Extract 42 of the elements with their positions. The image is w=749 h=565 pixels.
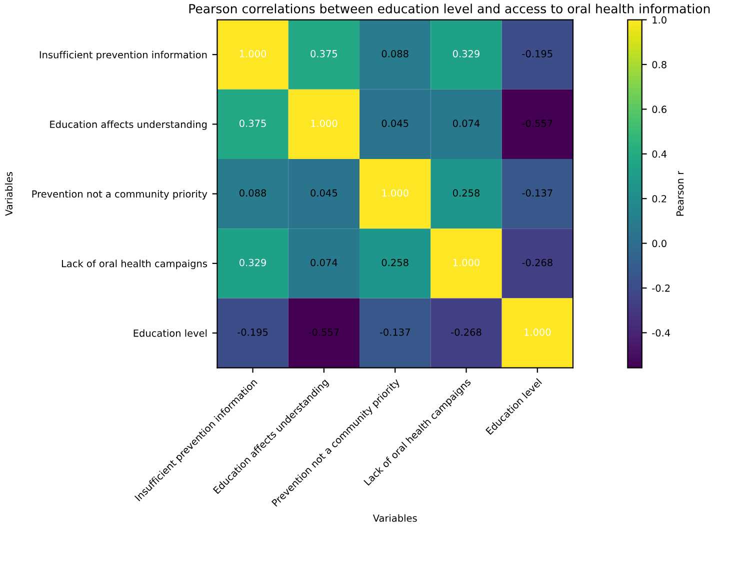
- data-label: 0.375: [240, 120, 266, 128]
- data-label: 0.074: [452, 120, 480, 128]
- color-bar-label: -0.4: [652, 329, 670, 337]
- color-bar-label: 0.0: [652, 240, 666, 248]
- data-label: 0.258: [452, 189, 480, 197]
- chart-title: Pearson correlations between education level and access to oral health information: [189, 4, 710, 14]
- data-label: 1.000: [453, 258, 480, 266]
- data-label: -0.195: [238, 328, 268, 336]
- data-label: 0.045: [382, 120, 408, 128]
- data-label: 0.088: [382, 50, 408, 58]
- data-label: -0.268: [451, 328, 482, 336]
- data-label: -0.195: [522, 50, 552, 58]
- data-label: -0.268: [522, 258, 552, 266]
- color-bar-label: 0.4: [652, 150, 667, 158]
- data-label: -0.137: [380, 328, 410, 336]
- color-bar-label: 1.0: [652, 16, 666, 24]
- color-bar-label: 0.6: [652, 106, 666, 114]
- data-label: 0.074: [310, 258, 338, 266]
- data-label: -0.557: [522, 120, 552, 128]
- data-label: 0.375: [310, 50, 338, 58]
- color-bar-label: -0.2: [652, 284, 670, 292]
- x-axis-title: Variables: [372, 514, 417, 522]
- data-label: 1.000: [524, 328, 551, 336]
- data-label: -0.137: [522, 189, 552, 197]
- data-label: 0.258: [382, 258, 408, 266]
- color-bar-label: 0.8: [652, 60, 666, 68]
- y-tick-label: Lack of oral health campaigns: [62, 260, 208, 270]
- data-label: 0.329: [240, 258, 266, 266]
- y-tick-label: Insufficient prevention information: [40, 50, 207, 60]
- y-axis-title: Variables: [5, 172, 13, 216]
- color-bar-label: 0.2: [652, 195, 666, 202]
- data-label: 0.329: [452, 50, 480, 58]
- color-bar-title: Pearson r: [676, 170, 684, 216]
- y-tick-label: Prevention not a community priority: [32, 190, 208, 200]
- y-tick-label: Education affects understanding: [50, 120, 207, 130]
- data-label: 0.045: [310, 189, 338, 197]
- data-label: 1.000: [311, 120, 338, 128]
- data-label: -0.557: [308, 328, 339, 336]
- y-tick-label: Education level: [134, 329, 207, 337]
- data-label: 0.088: [240, 189, 266, 197]
- data-label: 1.000: [382, 189, 408, 197]
- data-label: 1.000: [240, 50, 266, 58]
